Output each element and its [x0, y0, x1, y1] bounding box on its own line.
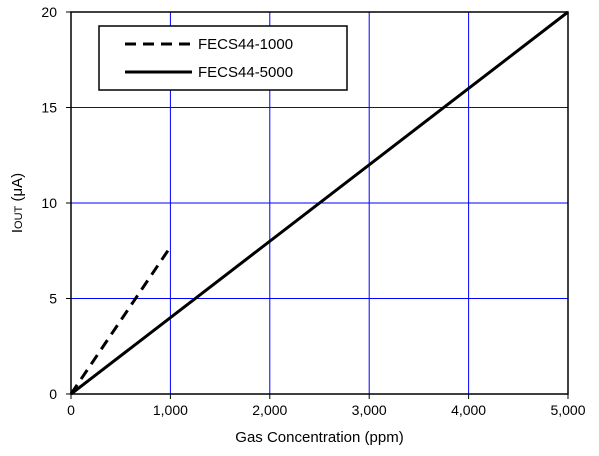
y-tick-label: 5: [49, 291, 57, 307]
y-axis-ticks: 0 5 10 15 20: [41, 4, 71, 402]
y-tick-label: 10: [41, 195, 57, 211]
y-axis-label-subscript: OUT: [13, 205, 25, 229]
x-tick-label: 2,000: [252, 402, 287, 418]
y-axis-label-main: I: [9, 229, 26, 233]
y-tick-label: 20: [41, 4, 57, 20]
x-tick-label: 0: [67, 402, 75, 418]
x-tick-label: 4,000: [451, 402, 486, 418]
series-line-fecs44-1000: [69, 246, 172, 395]
x-axis-label: Gas Concentration (ppm): [235, 429, 403, 446]
y-tick-label: 15: [41, 100, 57, 116]
x-tick-label: 1,000: [153, 402, 188, 418]
legend-label-fecs44-5000: FECS44-5000: [198, 64, 293, 81]
legend-box: [98, 25, 348, 91]
series-lines: [69, 10, 569, 396]
x-axis-ticks: 0 1,000 2,000 3,000 4,000 5,000: [67, 394, 586, 418]
x-tick-label: 5,000: [550, 402, 585, 418]
legend-label-fecs44-1000: FECS44-1000: [198, 36, 293, 53]
y-axis-label: IOUT (μA): [9, 173, 26, 233]
y-axis-label-unit: (μA): [9, 173, 26, 206]
y-tick-label: 0: [49, 386, 57, 402]
legend: FECS44-1000 FECS44-5000: [98, 25, 348, 91]
series-line-fecs44-5000: [70, 10, 569, 396]
x-tick-label: 3,000: [352, 402, 387, 418]
